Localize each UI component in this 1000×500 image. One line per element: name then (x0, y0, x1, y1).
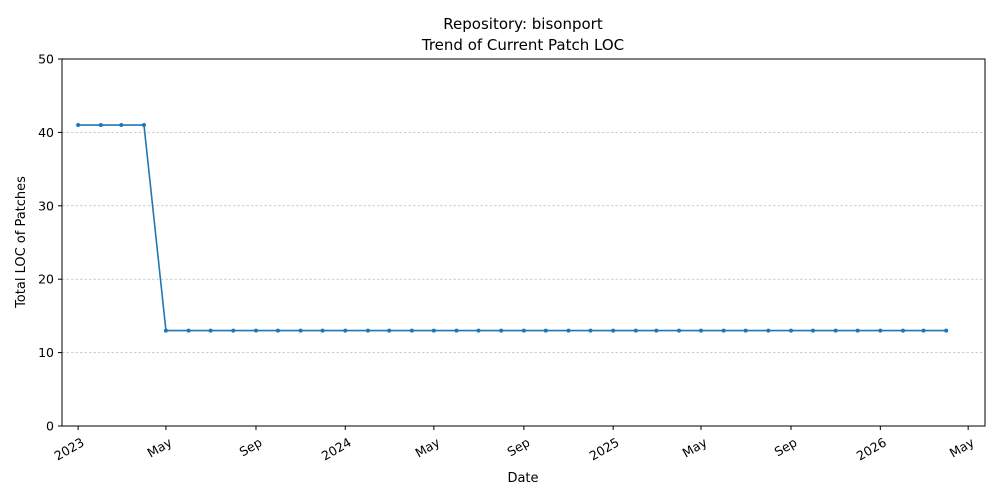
data-point (163, 328, 168, 333)
data-point (766, 328, 771, 333)
x-tick-label: Sep (772, 435, 800, 460)
data-point (721, 328, 726, 333)
x-axis-ticks: 2023 May Sep 2024 May Sep 2025 May Sep 2026 May (52, 426, 977, 464)
data-point (901, 328, 906, 333)
y-tick-label: 20 (38, 272, 54, 287)
series-group (76, 123, 949, 333)
x-tick-label: 2026 (854, 435, 889, 464)
x-tick-label: May (680, 434, 710, 460)
data-point (677, 328, 682, 333)
x-tick-label: 2025 (587, 435, 622, 464)
y-tick-label: 30 (38, 198, 54, 213)
data-point (298, 328, 303, 333)
data-point (387, 328, 392, 333)
x-tick-label: 2023 (52, 435, 87, 464)
data-point (454, 328, 459, 333)
data-point (654, 328, 659, 333)
y-tick-label: 0 (46, 419, 54, 434)
data-point (543, 328, 548, 333)
data-point (944, 328, 949, 333)
y-axis-ticks: 0 10 20 30 40 50 (38, 52, 62, 434)
data-point (789, 328, 794, 333)
x-tick-label: May (145, 434, 175, 460)
data-point (521, 328, 526, 333)
y-tick-label: 50 (38, 52, 54, 67)
data-point (320, 328, 325, 333)
x-tick-label: 2024 (319, 435, 354, 464)
plot-frame (61, 58, 986, 427)
x-tick-label: Sep (237, 435, 265, 460)
x-axis-label: Date (507, 471, 538, 486)
data-point (253, 328, 258, 333)
data-point (141, 123, 146, 128)
data-point (499, 328, 504, 333)
data-point (98, 123, 103, 128)
data-point (208, 328, 213, 333)
data-point (833, 328, 838, 333)
y-tick-label: 40 (38, 125, 54, 140)
data-point (566, 328, 571, 333)
data-point (476, 328, 481, 333)
data-point (76, 123, 81, 128)
x-tick-label: May (412, 434, 442, 460)
series-line (78, 124, 947, 332)
data-point (431, 328, 436, 333)
data-point (855, 328, 860, 333)
data-point (119, 123, 124, 128)
y-axis-label: Total LOC of Patches (14, 176, 29, 309)
data-point (611, 328, 616, 333)
gridlines (62, 132, 985, 353)
x-tick-label: May (947, 434, 977, 460)
data-point (365, 328, 370, 333)
data-point (810, 328, 815, 333)
data-point (343, 328, 348, 333)
data-point (633, 328, 638, 333)
data-point (588, 328, 593, 333)
data-point (921, 328, 926, 333)
chart-subtitle: Trend of Current Patch LOC (421, 36, 624, 54)
data-point (186, 328, 191, 333)
data-point (878, 328, 883, 333)
x-tick-label: Sep (504, 435, 532, 460)
y-tick-label: 10 (38, 345, 54, 360)
data-point (409, 328, 414, 333)
data-point (275, 328, 280, 333)
data-point (231, 328, 236, 333)
data-point (743, 328, 748, 333)
data-point (699, 328, 703, 333)
chart-title: Repository: bisonport (443, 15, 603, 33)
